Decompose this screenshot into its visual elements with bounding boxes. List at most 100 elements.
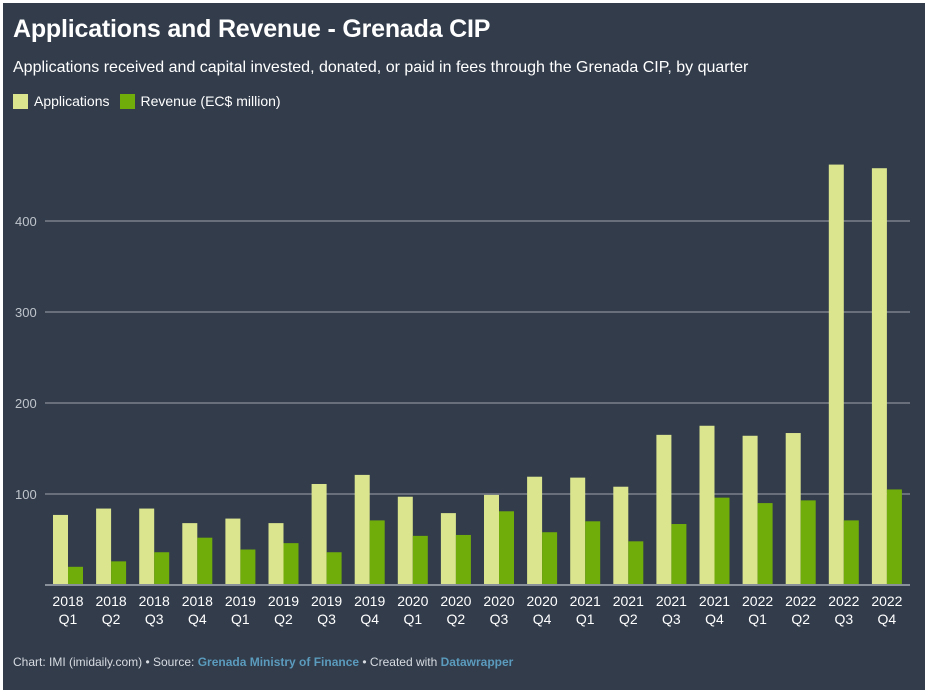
bar-applications	[785, 433, 801, 585]
bars	[53, 164, 902, 585]
bar-revenue	[843, 520, 859, 585]
x-tick-label-quarter: Q2	[447, 611, 466, 627]
x-tick-label-year: 2019	[268, 593, 299, 609]
x-tick-label-quarter: Q4	[878, 611, 897, 627]
bar-revenue	[757, 503, 773, 585]
bar-revenue	[886, 489, 902, 585]
legend-swatch-revenue	[119, 93, 135, 109]
chart-subtitle: Applications received and capital invest…	[13, 59, 749, 76]
x-tick-label-quarter: Q4	[705, 611, 724, 627]
x-tick-label-quarter: Q3	[834, 611, 853, 627]
x-tick-label-year: 2018	[96, 593, 127, 609]
x-tick-label-year: 2020	[440, 593, 471, 609]
x-tick-label-year: 2021	[699, 593, 730, 609]
chart-title: Applications and Revenue - Grenada CIP	[13, 15, 491, 43]
x-tick-label-quarter: Q3	[490, 611, 509, 627]
bar-applications	[828, 164, 844, 585]
x-tick-label-year: 2019	[225, 593, 256, 609]
x-tick-label-year: 2021	[613, 593, 644, 609]
x-tick-label-quarter: Q1	[59, 611, 78, 627]
x-tick-label-year: 2022	[742, 593, 773, 609]
bar-revenue	[455, 534, 471, 585]
bar-revenue	[369, 520, 385, 585]
chart-credit: Chart: IMI (imidaily.com)	[13, 655, 143, 669]
bar-applications	[182, 523, 198, 585]
bar-revenue	[283, 543, 299, 585]
x-tick-label-quarter: Q3	[145, 611, 164, 627]
legend: Applications Revenue (EC$ million)	[13, 93, 291, 109]
bar-revenue	[412, 535, 428, 585]
x-tick-label-year: 2022	[828, 593, 859, 609]
source-link[interactable]: Grenada Ministry of Finance	[197, 655, 360, 669]
legend-label-applications: Applications	[34, 93, 110, 109]
bar-applications	[871, 168, 887, 585]
bar-revenue	[499, 511, 514, 585]
bar-applications	[656, 434, 672, 585]
x-tick-label-year: 2020	[527, 593, 558, 609]
legend-swatch-applications	[13, 93, 28, 109]
bar-revenue	[628, 541, 644, 585]
gridlines	[45, 220, 910, 495]
x-tick-label-year: 2019	[311, 593, 342, 609]
x-tick-label-year: 2022	[785, 593, 816, 609]
footer: Chart: IMI (imidaily.com) • Source: Gren…	[13, 655, 513, 669]
x-tick-label-quarter: Q3	[662, 611, 681, 627]
bar-revenue	[800, 500, 816, 585]
bar-revenue	[154, 552, 170, 585]
x-tick-label-quarter: Q3	[317, 611, 336, 627]
bar-applications	[225, 518, 241, 585]
x-tick-label-year: 2018	[52, 593, 83, 609]
y-tick-label: 300	[15, 305, 37, 320]
bar-applications	[268, 523, 284, 585]
x-tick-label-year: 2019	[354, 593, 385, 609]
x-tick-label-quarter: Q1	[403, 611, 422, 627]
x-tick-label-quarter: Q2	[274, 611, 293, 627]
bar-applications	[397, 496, 413, 585]
legend-label-revenue: Revenue (EC$ million)	[140, 93, 281, 109]
bar-revenue	[197, 537, 213, 585]
x-tick-label-quarter: Q4	[533, 611, 552, 627]
bar-revenue	[111, 561, 127, 585]
bar-applications	[139, 508, 155, 585]
bar-applications	[699, 425, 715, 585]
y-tick-label: 100	[15, 487, 37, 502]
x-tick-label-quarter: Q2	[102, 611, 121, 627]
x-tick-labels: 2018 Q1 2018 Q2 2018 Q3 2018 Q4 2019 Q1 2019 Q2 2019…	[52, 593, 902, 627]
legend-item-revenue: Revenue (EC$ million)	[119, 93, 281, 109]
legend-item-applications: Applications	[13, 93, 110, 109]
bar-applications	[440, 513, 456, 585]
bar-applications	[527, 476, 543, 585]
bar-revenue	[671, 524, 687, 585]
x-tick-label-year: 2018	[182, 593, 213, 609]
bar-applications	[354, 474, 370, 585]
bar-applications	[742, 435, 758, 585]
created-separator: • Created with	[359, 655, 441, 669]
y-tick-label: 400	[15, 214, 37, 229]
bar-applications	[484, 494, 499, 585]
x-tick-label-year: 2022	[871, 593, 902, 609]
x-tick-label-quarter: Q2	[619, 611, 638, 627]
x-tick-label-year: 2020	[397, 593, 428, 609]
bar-applications	[96, 508, 112, 585]
bar-applications	[570, 477, 586, 585]
y-tick-label: 200	[15, 396, 37, 411]
y-tick-labels: 100 200 300 400	[15, 214, 37, 502]
x-tick-label-quarter: Q4	[188, 611, 207, 627]
bar-revenue	[240, 549, 256, 585]
bar-applications	[53, 514, 68, 585]
bar-revenue	[326, 552, 342, 585]
x-tick-label-year: 2020	[483, 593, 514, 609]
x-tick-label-quarter: Q1	[576, 611, 595, 627]
x-tick-label-quarter: Q2	[791, 611, 810, 627]
bar-revenue	[68, 566, 83, 585]
bar-revenue	[542, 532, 558, 585]
bar-applications	[613, 486, 629, 585]
datawrapper-link[interactable]: Datawrapper	[440, 655, 514, 669]
bar-revenue	[585, 521, 601, 585]
bar-applications	[311, 483, 327, 585]
x-tick-label-quarter: Q4	[360, 611, 379, 627]
x-tick-label-year: 2021	[656, 593, 687, 609]
x-tick-label-quarter: Q1	[231, 611, 250, 627]
bar-revenue	[714, 497, 730, 585]
